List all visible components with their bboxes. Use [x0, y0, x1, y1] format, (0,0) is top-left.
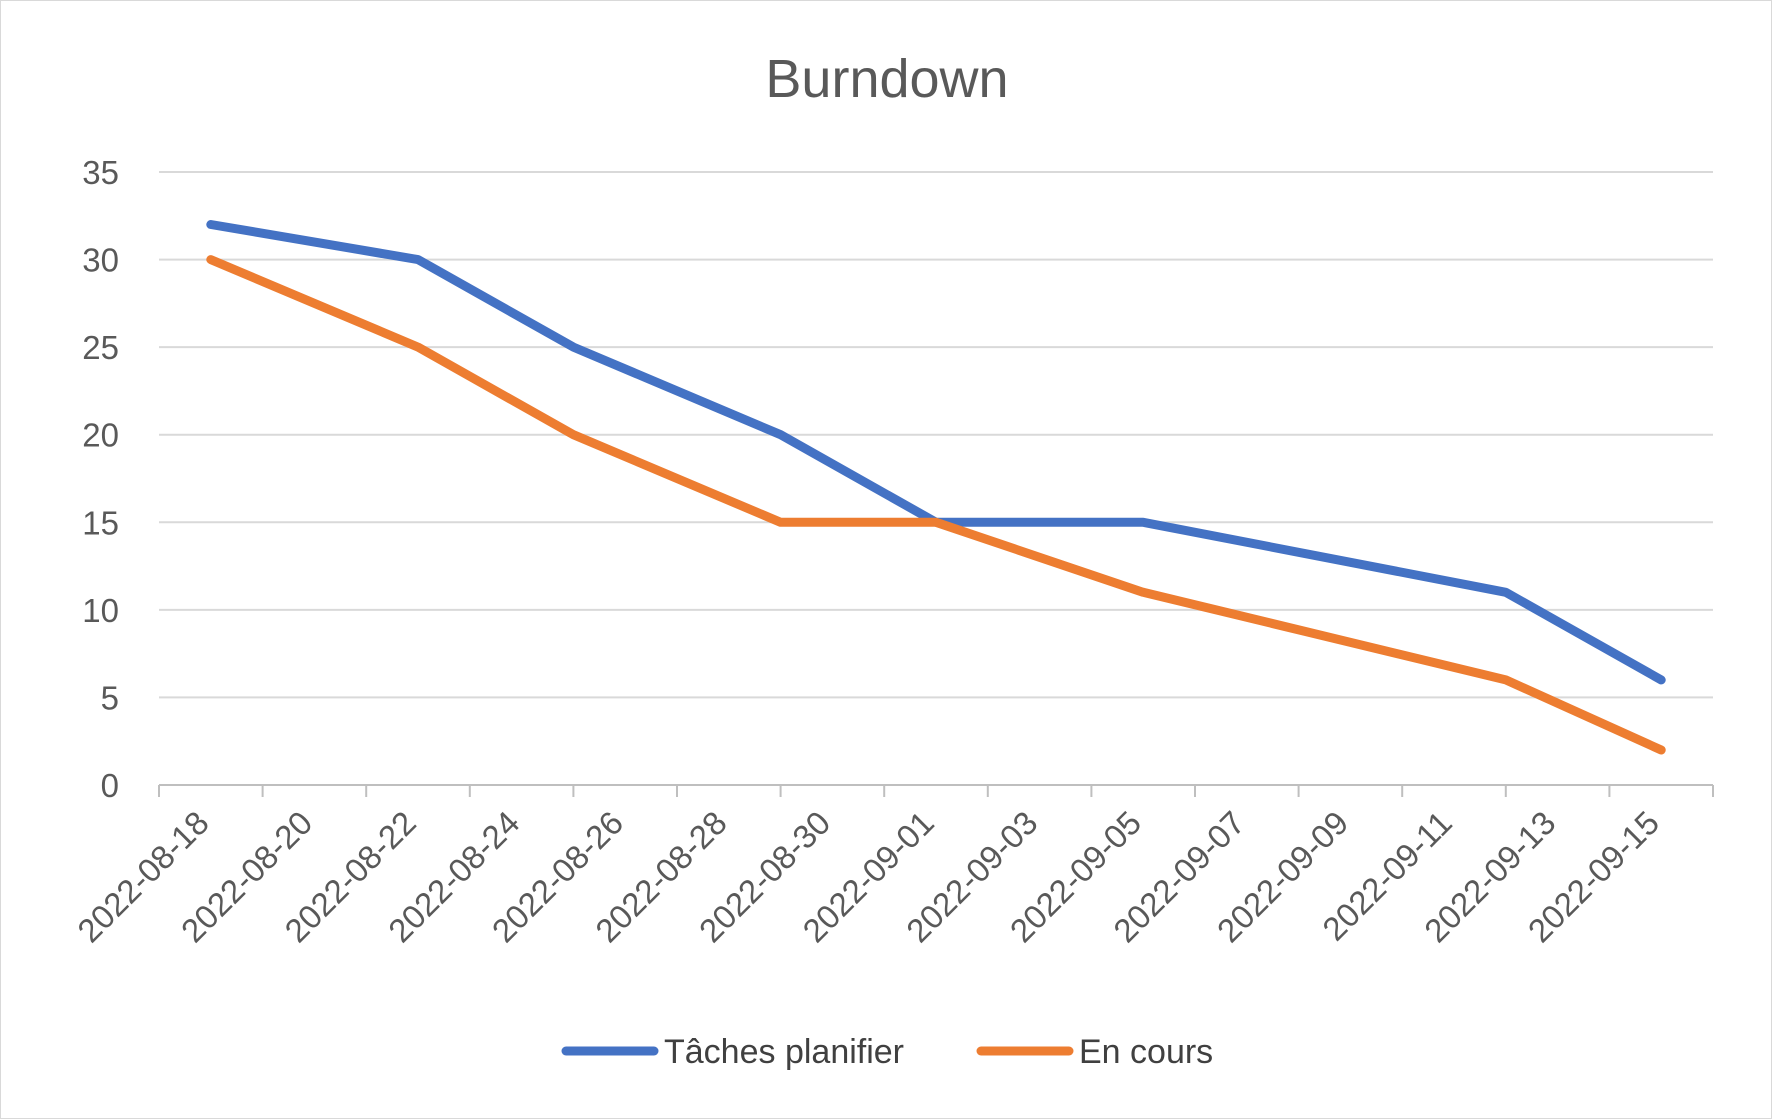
- legend-label: Tâches planifier: [664, 1033, 904, 1071]
- chart-title: Burndown: [765, 49, 1008, 109]
- y-tick-label: 10: [82, 592, 119, 629]
- y-tick-label: 5: [101, 679, 119, 716]
- series-line-1: [211, 260, 1661, 750]
- y-tick-label: 15: [82, 504, 119, 541]
- legend: Tâches planifier En cours: [566, 1033, 1213, 1071]
- y-tick-label: 20: [82, 417, 119, 454]
- series-line-0: [211, 225, 1661, 680]
- series-lines: [211, 224, 1662, 750]
- x-axis: 2022-08-182022-08-202022-08-222022-08-24…: [70, 785, 1713, 949]
- y-axis: 0 5 10 15 20 25 30 35: [82, 154, 119, 804]
- y-tick-label: 35: [82, 154, 119, 191]
- legend-label: En cours: [1079, 1033, 1213, 1071]
- y-tick-label: 25: [82, 329, 119, 366]
- y-tick-label: 30: [82, 242, 119, 279]
- y-tick-label: 0: [101, 767, 119, 804]
